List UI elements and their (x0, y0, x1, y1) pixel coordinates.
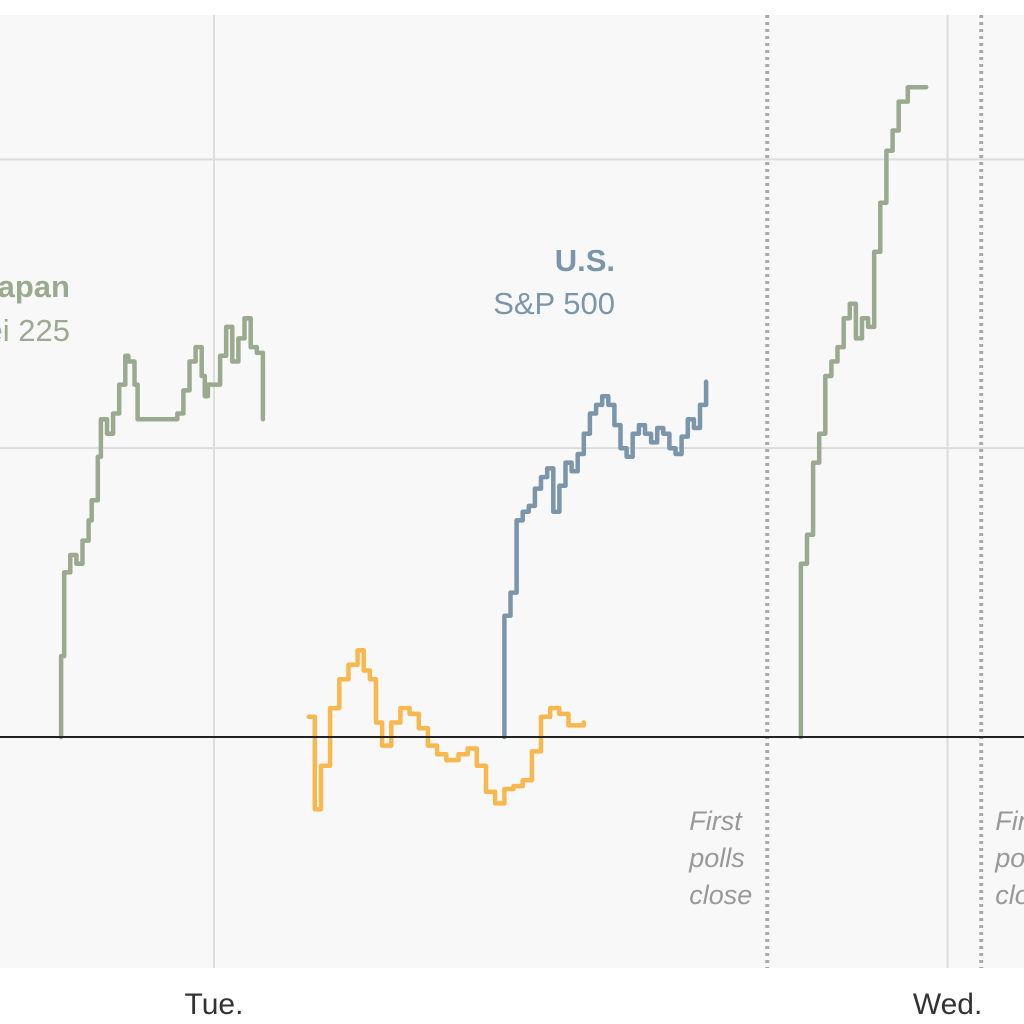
gridlines (0, 158, 1024, 450)
annotation-line-text: polls (994, 843, 1024, 873)
series-label-us: U.S. (555, 243, 615, 278)
series-line-3 (798, 84, 929, 740)
series-line-1 (306, 648, 587, 812)
annotation-line-text: First (689, 806, 743, 836)
series-index-us: S&P 500 (493, 286, 615, 321)
series-labels: Japan Nikkei 225 U.S. S&P 500 (0, 243, 615, 348)
annotation-line-text: close (689, 880, 752, 910)
series-lines (58, 84, 929, 812)
annotation-line-text: polls (688, 843, 745, 873)
annotation-text-1: Final polls close (994, 806, 1024, 910)
series-index-japan: Nikkei 225 (0, 313, 70, 348)
annotation-line-text: close (995, 880, 1024, 910)
event-annotations: First polls close Final polls close (688, 15, 1024, 968)
x-axis-tick-labels: Tue. Wed. (185, 988, 983, 1021)
series-line-2 (502, 379, 709, 740)
annotation-text-0: First polls close (688, 806, 752, 910)
annotation-line-text: Final (995, 806, 1024, 836)
series-label-japan: Japan (0, 269, 70, 304)
series-line-0 (58, 315, 266, 740)
day-gridlines (212, 15, 949, 968)
x-tick-label-0: Tue. (185, 988, 244, 1021)
plot-background (0, 15, 1024, 968)
x-tick-label-1: Wed. (913, 988, 982, 1021)
